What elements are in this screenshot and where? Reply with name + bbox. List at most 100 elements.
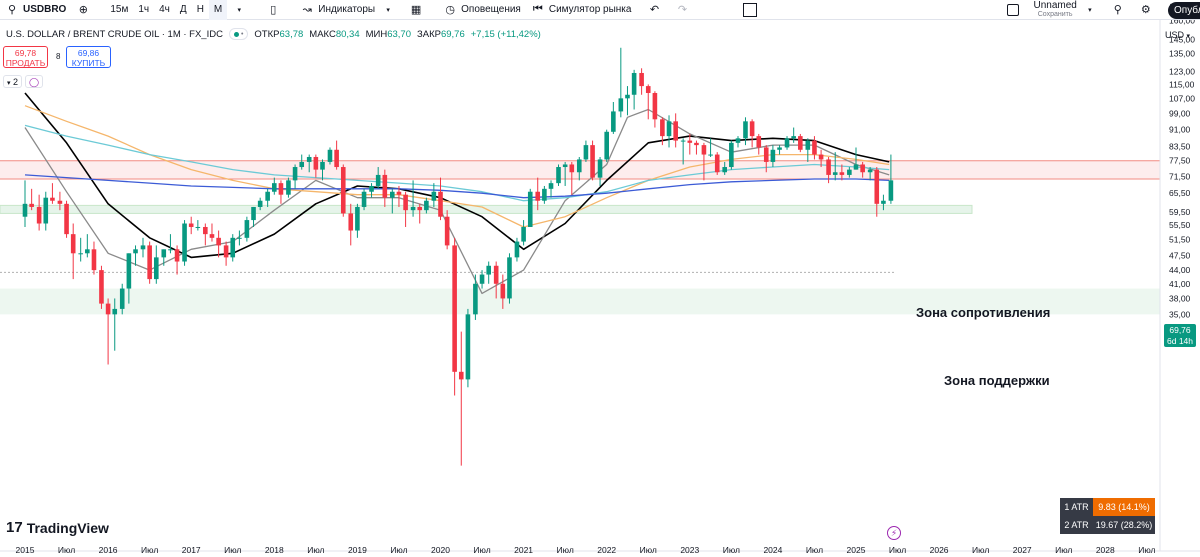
compare-button[interactable]: ⊕ (71, 0, 99, 20)
moving-average-3 (24, 105, 890, 228)
time-tick-label: 2017 (182, 545, 201, 555)
high-label: МАКС (309, 28, 336, 40)
candle-body (438, 191, 443, 217)
candle-body (265, 191, 270, 201)
candle-body (251, 206, 256, 221)
currency-selector[interactable]: USD ▾ (1165, 30, 1190, 40)
indicators-label: Индикаторы (318, 4, 376, 15)
buy-button[interactable]: 69,86 КУПИТЬ (66, 46, 111, 68)
price-tick-label: 71,50 (1169, 171, 1191, 181)
indicator-settings-button[interactable]: ◯ (25, 75, 44, 88)
symbol-search[interactable]: ⚲ USDBRO (0, 0, 71, 20)
time-tick-label: 2021 (514, 545, 533, 555)
time-tick-label: Июл (390, 545, 407, 555)
candle-body (153, 257, 159, 280)
indicators-toggle[interactable]: ▾ 2 (3, 75, 23, 88)
sell-button[interactable]: 69,78 ПРОДАТЬ (3, 46, 48, 68)
time-tick-label: 2025 (847, 545, 866, 555)
layouts-button[interactable]: ▦ (404, 0, 432, 20)
interval-15m[interactable]: 15м (110, 4, 129, 15)
time-tick-label: Июл (307, 545, 324, 555)
candle-body (784, 138, 790, 148)
candle-body (493, 265, 499, 284)
undo-button[interactable]: ↶ (642, 0, 670, 20)
candle-body (403, 194, 408, 211)
indicators-count: 2 (13, 77, 19, 87)
price-tick-label: 107,00 (1169, 93, 1195, 103)
lightning-icon[interactable]: ⚡ (887, 526, 901, 540)
candle-body (542, 188, 547, 201)
candle-body (680, 140, 686, 142)
candle-body (604, 131, 609, 160)
resistance-zone-label[interactable]: Зона сопротивления (916, 305, 1051, 320)
price-tick-label: 38,00 (1169, 293, 1191, 303)
candle-body (340, 167, 346, 214)
candle-body (473, 283, 478, 315)
indicators-button[interactable]: ↝ Индикаторы ▾ (295, 0, 404, 20)
candle-body (479, 274, 485, 284)
low-label: МИН (365, 28, 388, 40)
chart-type-button[interactable]: ▯ (261, 0, 289, 20)
interval-day[interactable]: Д (179, 4, 187, 15)
price-tick-label: 41,00 (1169, 279, 1191, 289)
candle-countdown: 6d 14h (1167, 336, 1193, 346)
candle-body (860, 164, 865, 173)
candle-body (257, 200, 263, 207)
candle-body (722, 167, 728, 173)
quick-search-button[interactable]: ⚲ (1106, 0, 1134, 20)
tv-logo-icon: 17 (6, 519, 23, 536)
candle-body (535, 191, 541, 201)
candle-body (791, 136, 796, 139)
time-tick-label: Июл (889, 545, 906, 555)
layout-menu[interactable]: Unnamed Сохранить ▾ (1002, 0, 1105, 20)
drawing-handle-box[interactable] (738, 0, 762, 20)
market-status[interactable]: • (228, 28, 249, 40)
candle-body (556, 167, 561, 184)
candle-body (853, 164, 859, 170)
symbol-title[interactable]: U.S. DOLLAR / BRENT CRUDE OIL · 1M · FX_… (6, 28, 223, 40)
alerts-button[interactable]: ◷ Оповещения (438, 0, 526, 20)
candle-body (182, 223, 187, 262)
candle-body (396, 191, 402, 195)
tradingview-logo[interactable]: 17 TradingView (6, 519, 109, 536)
candle-body (708, 154, 713, 156)
high-value: 80,34 (335, 28, 360, 40)
alarm-icon: ◷ (445, 4, 455, 16)
time-tick-label: 2020 (431, 545, 450, 555)
candle-body (36, 206, 42, 224)
publish-button[interactable]: Опубликовать (1168, 2, 1200, 19)
support-zone-label[interactable]: Зона поддержки (944, 373, 1050, 388)
indicators-row: ▾ 2 ◯ (3, 75, 44, 88)
redo-button[interactable]: ↷ (670, 0, 698, 20)
time-tick-label: 2018 (265, 545, 284, 555)
replay-button[interactable]: ⏮ Симулятор рынка (526, 0, 637, 20)
interval-4h[interactable]: 4ч (159, 4, 170, 15)
interval-month[interactable]: М (208, 0, 228, 20)
candle-body (514, 241, 520, 258)
candle-body (112, 308, 118, 315)
time-tick-label: 2016 (99, 545, 118, 555)
candle-body (645, 86, 651, 93)
time-tick-label: 2019 (348, 545, 367, 555)
interval-week[interactable]: Н (196, 4, 204, 15)
interval-1h[interactable]: 1ч (138, 4, 150, 15)
price-tick-label: 35,00 (1169, 309, 1191, 319)
price-tick-label: 145,00 (1169, 35, 1195, 45)
candle-body (583, 145, 589, 160)
candle-body (521, 226, 526, 242)
candle-body (99, 270, 104, 304)
candle-body (625, 94, 630, 99)
price-chart[interactable]: 160,00 145,00 135,00 123,00 115,00 107,00 99,0… (0, 20, 1200, 557)
candle-body (527, 191, 533, 227)
time-tick-label: Июл (557, 545, 574, 555)
interval-dropdown[interactable]: ▾ (227, 0, 255, 20)
search-icon: ⚲ (1113, 4, 1122, 16)
redo-icon: ↷ (677, 4, 688, 16)
close-value: 69,76 (440, 28, 465, 40)
search-icon: ⚲ (7, 4, 17, 16)
time-tick-label: Июл (640, 545, 657, 555)
candle-body (569, 164, 575, 173)
atr-2-value: 19.67 (28.2%) (1093, 516, 1155, 534)
settings-button[interactable]: ⚙ (1134, 0, 1162, 20)
candle-body (888, 180, 894, 201)
